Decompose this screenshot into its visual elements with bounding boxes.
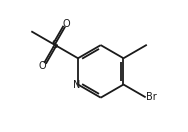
Text: N: N <box>73 80 80 90</box>
Text: S: S <box>51 40 58 50</box>
Text: O: O <box>63 19 70 29</box>
Text: Br: Br <box>146 92 157 102</box>
Text: O: O <box>39 61 46 71</box>
